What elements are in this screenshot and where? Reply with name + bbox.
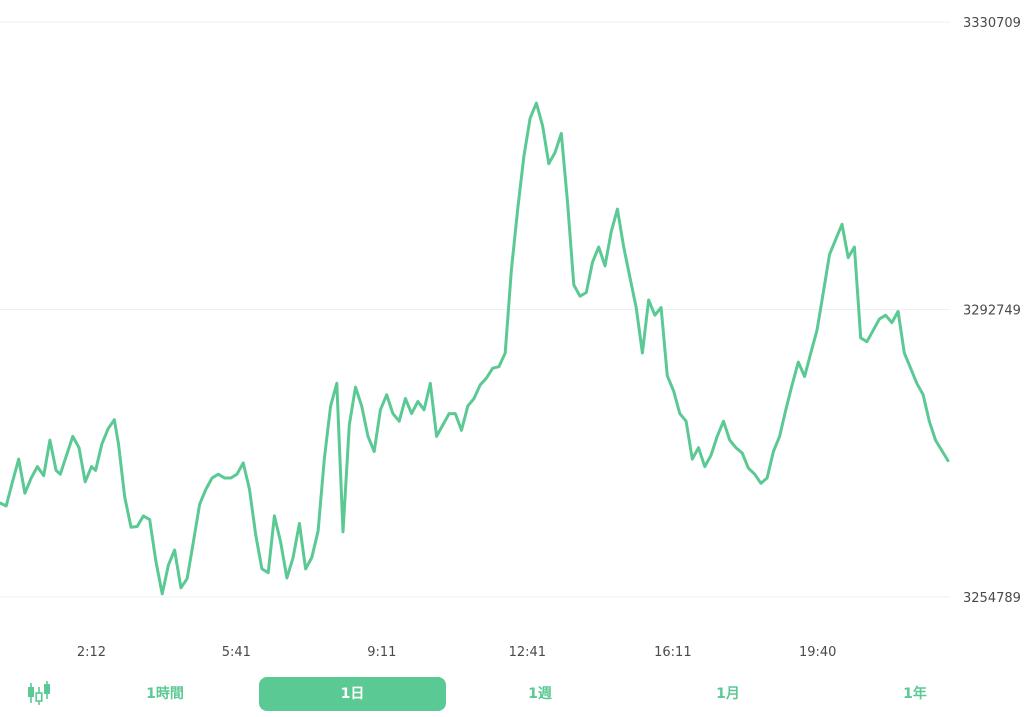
y-tick-label: 3330709 [963,16,1021,31]
x-tick-label: 19:40 [799,645,836,660]
price-series-line [0,101,950,596]
tab-1-week[interactable]: 1週 [528,686,552,702]
timeframe-tabbar: 1時間 1日 1週 1月 1年 [0,672,1024,717]
x-tick-label: 2:12 [77,645,106,660]
y-tick-label: 3292749 [963,304,1021,319]
candlestick-icon [28,681,50,705]
tab-1-day[interactable]: 1日 [259,677,446,711]
tab-1-year[interactable]: 1年 [903,686,927,702]
tab-1-hour[interactable]: 1時間 [146,686,184,702]
x-tick-label: 12:41 [509,645,546,660]
x-axis-labels: 2:12 5:41 9:11 12:41 16:11 19:40 [77,645,837,660]
x-tick-label: 16:11 [654,645,691,660]
candlestick-toggle-button[interactable] [22,678,54,708]
y-axis-labels: 3330709 3292749 3254789 [963,16,1021,606]
price-chart[interactable]: 3330709 3292749 3254789 2:12 5:41 9:11 12:41 1… [0,0,1024,665]
y-tick-label: 3254789 [963,591,1021,606]
tab-1-month[interactable]: 1月 [716,686,740,702]
grid-lines [0,21,950,598]
x-tick-label: 5:41 [222,645,251,660]
x-tick-label: 9:11 [367,645,396,660]
